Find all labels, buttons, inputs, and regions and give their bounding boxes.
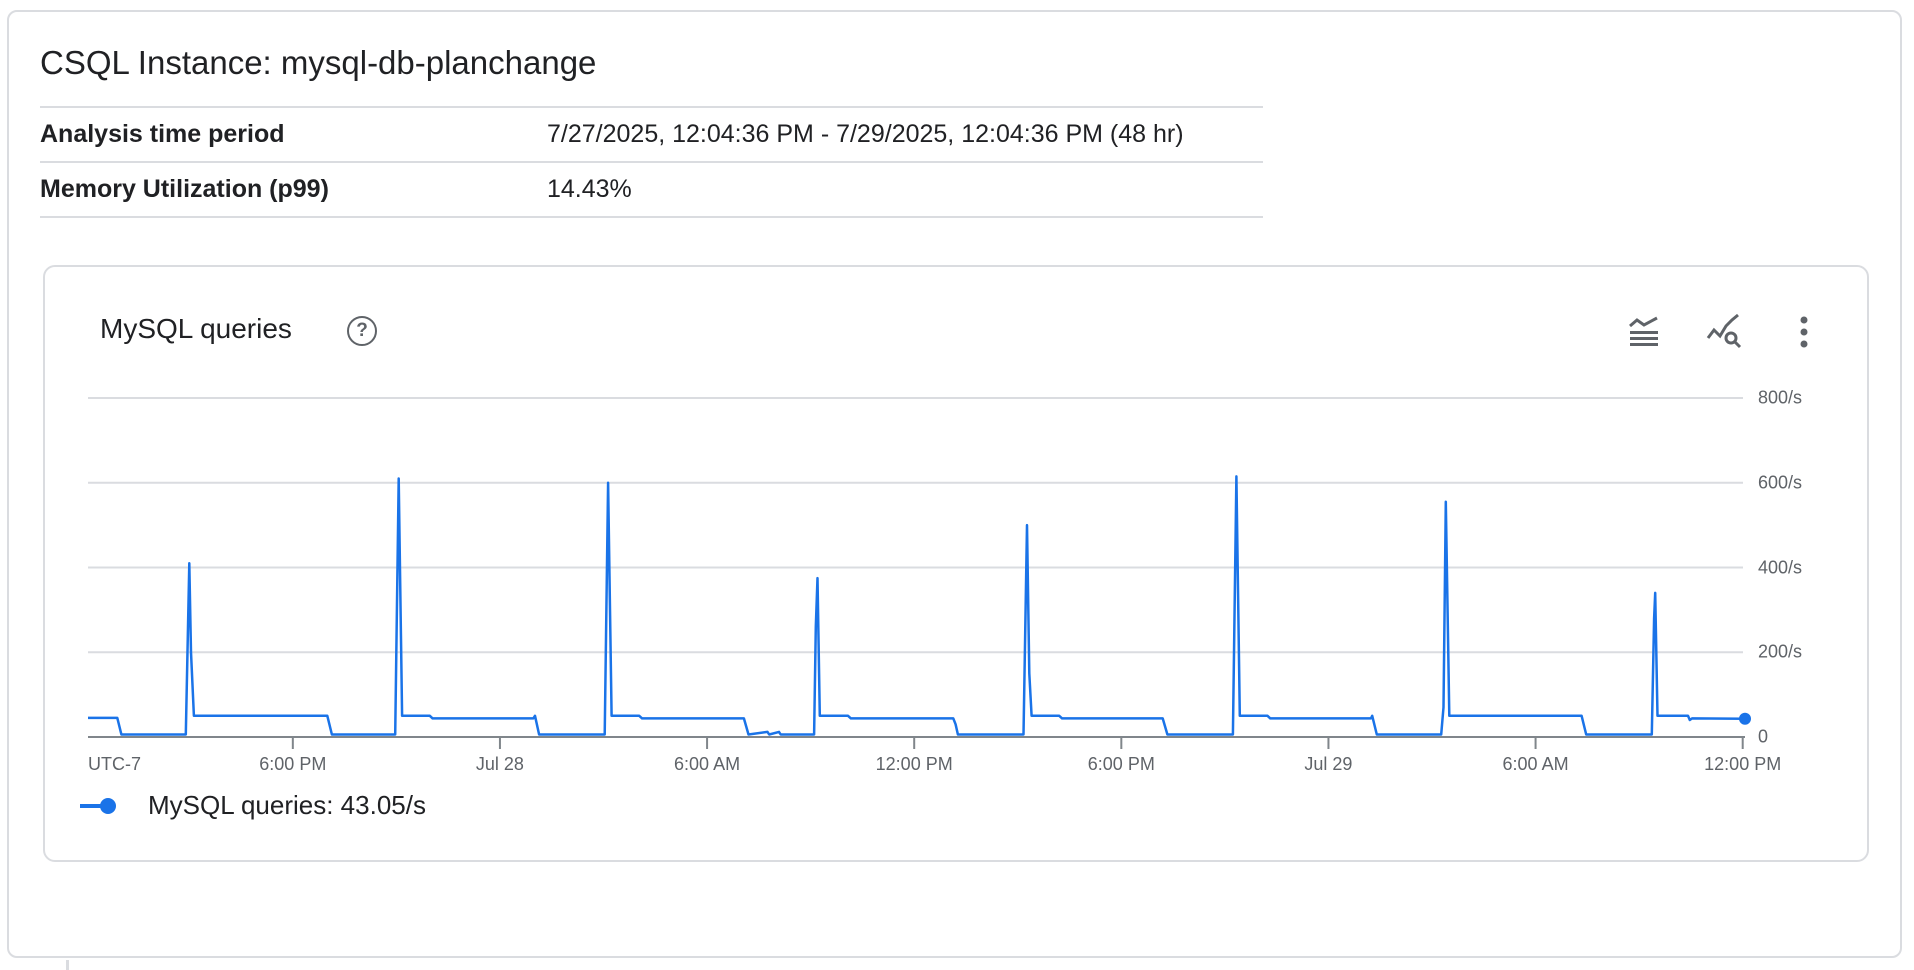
more-vert-icon[interactable] <box>1784 312 1824 352</box>
y-tick-label: 0 <box>1758 726 1769 747</box>
series-line-mysql-queries <box>88 475 1746 736</box>
page-title: CSQL Instance: mysql-db-planchange <box>40 44 597 81</box>
summary-label: Memory Utilization (p99) <box>40 175 329 203</box>
x-tick-label: 12:00 PM <box>875 754 953 774</box>
legend-series-name: MySQL queries <box>148 790 327 820</box>
legend-colon: : <box>326 790 341 820</box>
legend-series-value: 43.05/s <box>340 790 426 820</box>
chart-card <box>43 265 1869 862</box>
y-tick-label: 800/s <box>1758 387 1803 408</box>
x-tick-label: 6:00 AM <box>674 754 741 774</box>
summary-label: Analysis time period <box>40 120 285 148</box>
chart-legend[interactable]: MySQL queries: 43.05/s <box>80 790 426 821</box>
x-tick-label: 6:00 PM <box>259 754 327 774</box>
explore-query-icon[interactable] <box>1704 312 1744 352</box>
x-tick-label: Jul 29 <box>1304 754 1353 774</box>
timezone-label: UTC-7 <box>88 754 141 774</box>
help-circle-icon[interactable]: ? <box>347 316 377 346</box>
divider <box>66 960 69 970</box>
summary-value: 14.43% <box>547 175 632 203</box>
summary-row-analysis-period: Analysis time period 7/27/2025, 12:04:36… <box>40 108 1263 163</box>
x-tick-label: 6:00 PM <box>1087 754 1155 774</box>
y-tick-label: 200/s <box>1758 641 1803 662</box>
x-tick-label: 6:00 AM <box>1502 754 1569 774</box>
instance-card <box>7 10 1902 958</box>
series-endpoint-marker <box>1739 712 1751 725</box>
summary-value: 7/27/2025, 12:04:36 PM - 7/29/2025, 12:0… <box>547 120 1184 148</box>
summary-row-memory-utilization: Memory Utilization (p99) 14.43% <box>40 163 1263 218</box>
x-tick-label: Jul 28 <box>475 754 524 774</box>
chart-title: MySQL queries <box>100 313 292 344</box>
y-tick-label: 400/s <box>1758 557 1803 577</box>
legend-series-swatch <box>80 797 116 814</box>
legend-toggle-icon[interactable] <box>1624 312 1664 352</box>
y-tick-label: 600/s <box>1758 472 1803 493</box>
summary-table: Analysis time period 7/27/2025, 12:04:36… <box>40 106 1263 218</box>
x-tick-label: 12:00 PM <box>1704 754 1782 774</box>
